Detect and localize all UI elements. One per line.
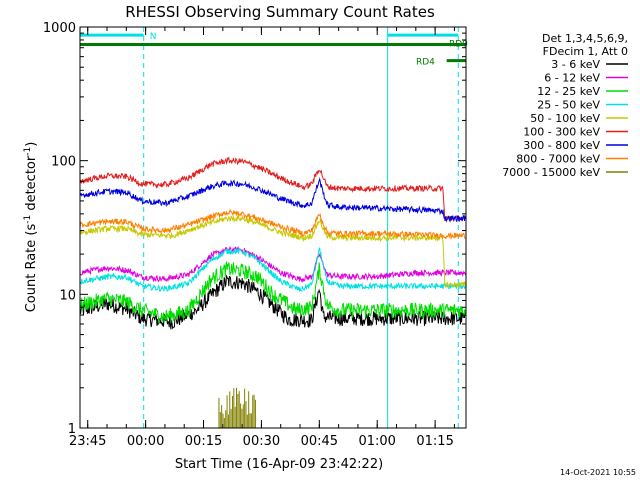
y-tick-label: 100: [51, 155, 76, 170]
legend-label: 50 - 100 keV: [530, 112, 600, 125]
legend-label: 300 - 800 keV: [523, 139, 600, 152]
plot-area: N RD0 RD4 1 10 100 1000 23:45 00:00 00:15 00:30 00:…: [43, 21, 468, 449]
x-tick-label: 01:15: [416, 434, 453, 449]
legend-label: 7000 - 15000 keV: [502, 166, 600, 179]
series-5: [79, 215, 467, 290]
legend-label: 25 - 50 keV: [537, 99, 600, 112]
night-label: N: [150, 32, 157, 42]
series-line: [79, 177, 467, 223]
rd4-label: RD4: [416, 58, 435, 68]
legend-header-line-2: FDecim 1, Att 0: [543, 45, 628, 58]
x-tick-label: 00:00: [127, 434, 164, 449]
series-line: [79, 156, 467, 223]
x-tick-label: 00:45: [301, 434, 338, 449]
series-line: [79, 261, 467, 324]
x-axis-label: Start Time (16-Apr-09 23:42:22): [175, 457, 383, 472]
series-line: [79, 208, 466, 241]
series-8: [79, 208, 466, 241]
y-tick-label: 10: [59, 288, 76, 303]
legend-label: 6 - 12 keV: [544, 72, 600, 85]
legend-label: 12 - 25 keV: [537, 85, 600, 98]
x-tick-label: 01:00: [358, 434, 395, 449]
series-2: [79, 245, 467, 283]
legend-label: 100 - 300 keV: [523, 126, 600, 139]
series-line: [79, 247, 466, 292]
series-3: [79, 261, 467, 324]
series-line: [79, 215, 467, 290]
legend-header-line-1: Det 1,3,4,5,6,9,: [542, 32, 628, 45]
series-9: [218, 387, 256, 428]
series-7: [79, 177, 467, 223]
plot-frame: [79, 26, 467, 429]
legend-label: 800 - 7000 keV: [516, 153, 600, 166]
rd0-label: RD0: [449, 39, 468, 49]
chart-title: RHESSI Observing Summary Count Rates: [125, 3, 435, 21]
x-tick-label: 00:15: [185, 434, 222, 449]
series-4: [79, 247, 466, 292]
series-line: [79, 245, 467, 283]
y-axis-label: Count Rate (s-1 detector-1): [23, 142, 39, 313]
footer-date: 14-Oct-2021 10:55: [560, 468, 636, 477]
y-tick-label: 1: [68, 422, 76, 437]
legend-label: 3 - 6 keV: [551, 58, 600, 71]
x-tick-label: 23:45: [69, 434, 106, 449]
y-tick-label: 1000: [43, 21, 76, 36]
series-6: [79, 156, 467, 223]
x-tick-label: 00:30: [243, 434, 280, 449]
